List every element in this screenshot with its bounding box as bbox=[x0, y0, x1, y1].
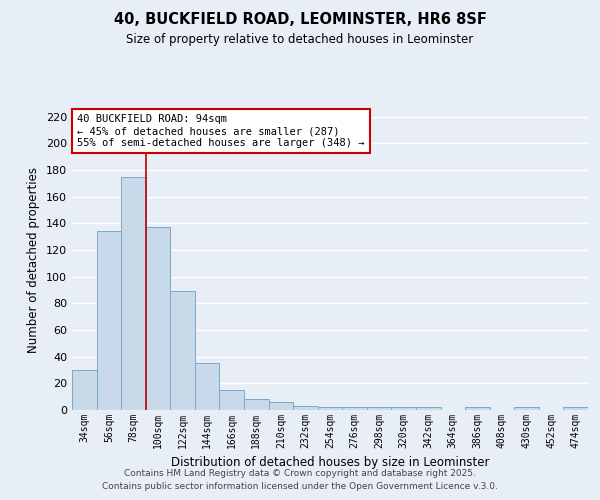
Text: Contains public sector information licensed under the Open Government Licence v.: Contains public sector information licen… bbox=[102, 482, 498, 491]
Bar bbox=[318, 408, 342, 410]
Bar bbox=[195, 364, 220, 410]
Bar bbox=[244, 400, 269, 410]
Bar bbox=[342, 408, 367, 410]
Bar bbox=[514, 408, 539, 410]
Bar bbox=[170, 292, 195, 410]
Bar bbox=[465, 408, 490, 410]
Bar bbox=[563, 408, 588, 410]
Text: 40, BUCKFIELD ROAD, LEOMINSTER, HR6 8SF: 40, BUCKFIELD ROAD, LEOMINSTER, HR6 8SF bbox=[113, 12, 487, 28]
Bar bbox=[121, 176, 146, 410]
Bar bbox=[416, 408, 440, 410]
X-axis label: Distribution of detached houses by size in Leominster: Distribution of detached houses by size … bbox=[171, 456, 489, 469]
Y-axis label: Number of detached properties: Number of detached properties bbox=[28, 167, 40, 353]
Bar bbox=[293, 406, 318, 410]
Bar bbox=[269, 402, 293, 410]
Bar bbox=[97, 232, 121, 410]
Bar bbox=[220, 390, 244, 410]
Text: Contains HM Land Registry data © Crown copyright and database right 2025.: Contains HM Land Registry data © Crown c… bbox=[124, 468, 476, 477]
Bar bbox=[391, 408, 416, 410]
Bar bbox=[367, 408, 391, 410]
Bar bbox=[72, 370, 97, 410]
Text: Size of property relative to detached houses in Leominster: Size of property relative to detached ho… bbox=[127, 32, 473, 46]
Text: 40 BUCKFIELD ROAD: 94sqm
← 45% of detached houses are smaller (287)
55% of semi-: 40 BUCKFIELD ROAD: 94sqm ← 45% of detach… bbox=[77, 114, 365, 148]
Bar bbox=[146, 228, 170, 410]
